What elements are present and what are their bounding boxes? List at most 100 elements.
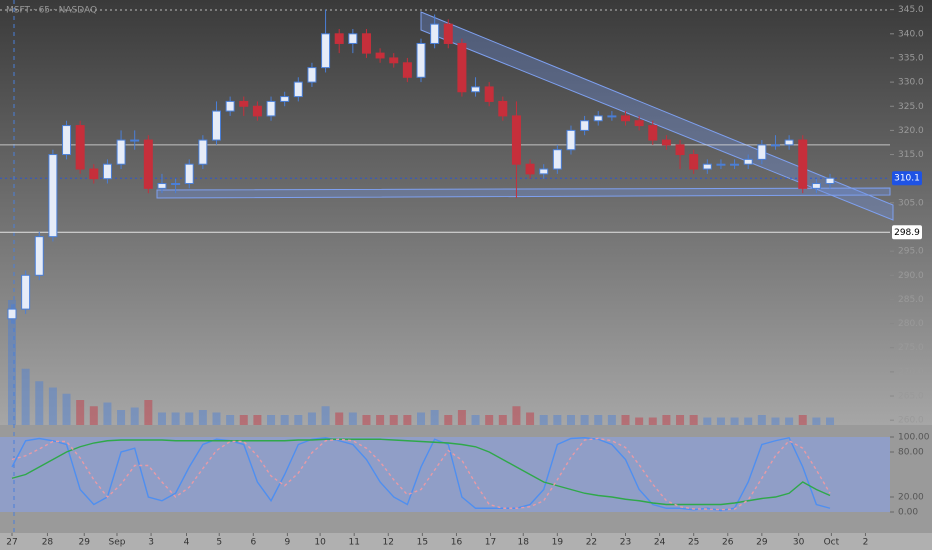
- y-tick-label: 280.0: [898, 319, 924, 329]
- price-label: 310.1: [894, 174, 920, 184]
- x-tick-label: 6: [250, 538, 256, 548]
- x-tick-label: 4: [184, 538, 190, 548]
- candle-body: [757, 144, 767, 160]
- volume-bar: [662, 415, 671, 425]
- volume-bar: [539, 415, 548, 425]
- osc-tick-label: 80.00: [898, 448, 924, 458]
- volume-bar: [239, 415, 248, 425]
- x-tick-label: 11: [348, 538, 359, 548]
- osc-line: [11, 438, 831, 506]
- volume-bar: [185, 412, 194, 425]
- volume-bar: [812, 417, 821, 425]
- candle-body: [430, 23, 440, 44]
- x-tick-label: 15: [417, 538, 428, 548]
- volume-bar: [594, 415, 603, 425]
- candle-body: [116, 139, 126, 165]
- x-tick-label: 3: [148, 538, 154, 548]
- volume-bar: [757, 415, 766, 425]
- y-tick-label: 285.0: [898, 295, 924, 305]
- x-tick-label: 18: [518, 538, 530, 548]
- volume-bar: [798, 415, 807, 425]
- y-tick-label: 305.0: [898, 198, 924, 208]
- volume-bar: [62, 393, 71, 425]
- candle-body: [498, 100, 508, 117]
- oscillator-band: [0, 437, 890, 512]
- candle-body: [580, 120, 590, 131]
- y-tick-label: 315.0: [898, 150, 924, 160]
- candle-body: [361, 33, 371, 54]
- candle-body: [48, 154, 58, 238]
- plot: 345.0 340.0 335.0 330.0 325.0 320.0 315.0 305.0…: [0, 5, 930, 548]
- x-tick-label: 16: [451, 538, 463, 548]
- osc-tick-label: 100.00: [898, 433, 930, 443]
- time-axis: [0, 533, 932, 550]
- volume-bar: [621, 415, 630, 425]
- candle-body: [184, 163, 194, 185]
- candle-body: [252, 105, 262, 117]
- y-tick-label: 295.0: [898, 247, 924, 257]
- y-tick-label: 345.0: [898, 5, 924, 15]
- volume-bar: [21, 368, 30, 425]
- volume-bar: [280, 415, 289, 425]
- y-tick-label: 260.0: [898, 416, 924, 426]
- volume-bar: [730, 417, 739, 425]
- candle-body: [716, 163, 726, 166]
- volume-bar: [716, 417, 725, 425]
- y-tick-label: 320.0: [898, 126, 924, 136]
- candle-body: [198, 139, 208, 165]
- x-tick-label: 5: [216, 538, 222, 548]
- y-tick-label: 325.0: [898, 102, 924, 112]
- volume-bar: [512, 406, 521, 425]
- x-tick-label: Sep: [108, 538, 125, 548]
- candle-body: [457, 42, 467, 93]
- volume-bar: [457, 410, 466, 425]
- volume-bar: [157, 412, 166, 425]
- candle-body: [375, 52, 385, 59]
- volume-bar: [526, 412, 535, 425]
- x-tick-label: 10: [314, 538, 326, 548]
- volume-bar: [321, 406, 330, 425]
- trend-channel: [420, 11, 894, 221]
- candle-body: [389, 57, 399, 64]
- candle-body: [34, 236, 44, 276]
- x-tick-label: 26: [722, 538, 734, 548]
- volume-bar: [430, 410, 439, 425]
- volume-bar: [580, 415, 589, 425]
- x-tick-label: 2: [863, 538, 869, 548]
- volume-bar: [417, 412, 426, 425]
- volume-bar: [362, 415, 371, 425]
- volume-bar: [267, 415, 276, 425]
- candle-body: [730, 163, 740, 166]
- x-tick-label: 27: [6, 538, 17, 548]
- volume-bar: [485, 415, 494, 425]
- chart-title: MSFT · 65 · NASDAQ: [6, 6, 97, 16]
- candle-body: [293, 81, 303, 98]
- candle-body: [75, 125, 85, 170]
- volume-bar: [253, 415, 262, 425]
- volume-bar: [7, 300, 16, 425]
- x-tick-label: 17: [485, 538, 496, 548]
- candle-body: [416, 42, 426, 78]
- candle-body: [552, 149, 562, 170]
- osc-line: [11, 437, 831, 511]
- volume-bar: [703, 417, 712, 425]
- candle-body: [171, 183, 181, 186]
- y-tick-label: 265.0: [898, 392, 924, 402]
- volume-bar: [553, 415, 562, 425]
- candle-body: [784, 139, 794, 146]
- candle-body: [661, 139, 671, 146]
- candle-body: [143, 139, 153, 189]
- candle-body: [239, 100, 249, 107]
- volume-bar: [444, 415, 453, 425]
- x-tick-label: 22: [586, 538, 597, 548]
- price-label-box: [892, 171, 922, 186]
- candle-body: [648, 125, 658, 141]
- candle-body: [566, 129, 576, 151]
- candle-body: [511, 115, 521, 165]
- candle-body: [321, 33, 331, 69]
- candle-body: [607, 115, 617, 118]
- volume-bar: [498, 415, 507, 425]
- volume-bar: [389, 415, 398, 425]
- candle-body: [157, 183, 167, 189]
- volume-bar: [635, 417, 644, 425]
